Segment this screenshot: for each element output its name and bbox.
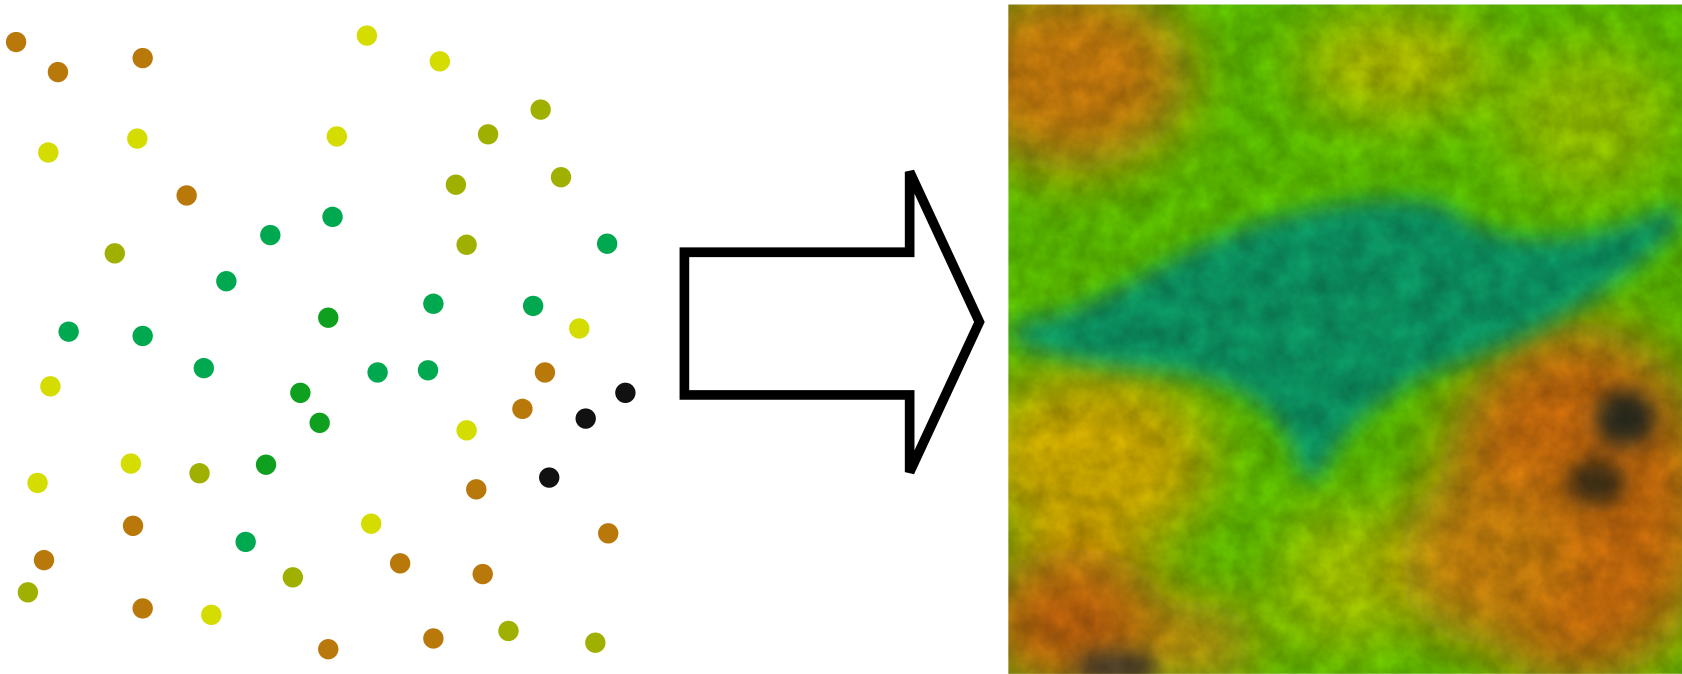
sample-point	[615, 383, 635, 403]
sample-point	[597, 233, 617, 253]
sample-point	[27, 473, 47, 493]
sample-point	[418, 360, 438, 380]
sample-point	[235, 532, 255, 552]
sample-point	[132, 48, 152, 68]
sample-point	[123, 516, 143, 536]
sample-point	[132, 326, 152, 346]
sample-point	[530, 99, 550, 119]
sample-point	[105, 243, 125, 263]
sample-point	[357, 25, 377, 45]
sample-point	[498, 621, 518, 641]
sample-point	[478, 124, 498, 144]
sample-point	[176, 185, 196, 205]
sample-point	[260, 225, 280, 245]
sample-point	[585, 633, 605, 653]
sample-point	[473, 564, 493, 584]
sample-point	[58, 321, 78, 341]
sample-point	[48, 62, 68, 82]
sample-point	[322, 207, 342, 227]
sample-point	[309, 413, 329, 433]
sample-point	[132, 598, 152, 618]
sample-point	[40, 376, 60, 396]
page: {} (() => { const data = JSON.pa	[0, 0, 1682, 674]
sample-point	[361, 513, 381, 533]
terrain-surface	[955, 0, 1682, 674]
sample-point	[569, 318, 589, 338]
sample-point	[6, 32, 26, 52]
sample-point	[127, 128, 147, 148]
sample-point	[194, 358, 214, 378]
sample-point	[423, 628, 443, 648]
sample-point	[390, 553, 410, 573]
sample-point	[327, 126, 347, 146]
sample-point	[290, 383, 310, 403]
sample-point	[216, 271, 236, 291]
sample-point	[18, 582, 38, 602]
sample-point	[34, 550, 54, 570]
sample-points	[6, 25, 636, 659]
sample-point	[318, 308, 338, 328]
sample-point	[466, 479, 486, 499]
sample-point	[539, 467, 559, 487]
sample-point	[121, 453, 141, 473]
sample-point	[423, 294, 443, 314]
sample-point	[512, 399, 532, 419]
sample-point	[430, 51, 450, 71]
sample-point	[598, 523, 618, 543]
sample-point	[283, 567, 303, 587]
sample-point	[446, 174, 466, 194]
arrow	[684, 172, 979, 472]
sample-point	[256, 454, 276, 474]
sample-point	[201, 605, 221, 625]
sample-point	[367, 362, 387, 382]
sample-point	[38, 142, 58, 162]
sample-point	[551, 167, 571, 187]
sample-point	[523, 296, 543, 316]
sample-point	[456, 235, 476, 255]
sample-point	[318, 639, 338, 659]
sample-point	[576, 408, 596, 428]
sample-point	[189, 463, 209, 483]
diagram	[0, 0, 1682, 674]
sample-point	[456, 420, 476, 440]
sample-point	[535, 362, 555, 382]
